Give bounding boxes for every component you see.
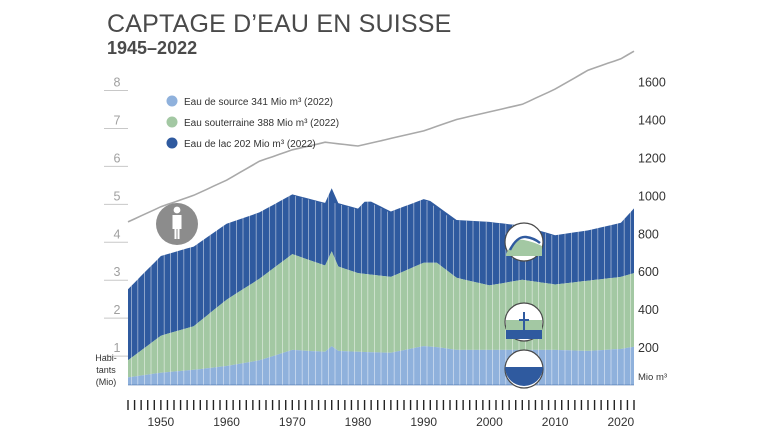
illustration-icons	[156, 203, 544, 389]
right-axis: 200 400 600 800 1000 1200 1400 1600 Mio m³	[638, 76, 667, 383]
population-series	[127, 50, 635, 223]
x-tick-label: 2000	[476, 415, 503, 429]
x-tick-label: 1980	[345, 415, 372, 429]
groundwater-icon-aquifer	[506, 330, 542, 339]
lake-icon-water	[505, 367, 543, 386]
right-tick-label: 1000	[638, 189, 666, 203]
x-tick-label: 1970	[279, 415, 306, 429]
year-separators	[130, 188, 632, 385]
right-tick-label: 600	[638, 265, 659, 279]
left-tick-label: 3	[114, 265, 121, 279]
x-axis: 1950 1960 1970 1980 1990 2000 2010 2020	[127, 384, 635, 429]
population-line	[127, 50, 635, 223]
right-tick-label: 1200	[638, 151, 666, 165]
legend-label: Eau de source 341 Mio m³ (2022)	[184, 97, 333, 108]
legend: Eau de source 341 Mio m³ (2022) Eau soute…	[166, 95, 339, 150]
right-tick-label: 400	[638, 303, 659, 317]
legend-label: Eau de lac 202 Mio m³ (2022)	[184, 139, 316, 150]
right-axis-unit: Mio m³	[638, 372, 667, 383]
spring-icon-water	[508, 235, 541, 251]
left-axis: 1 2 3 4 5 6 7 8 Habi-tants (Mio)	[95, 76, 128, 387]
legend-swatch	[166, 95, 178, 107]
left-tick-label: 8	[114, 76, 121, 90]
left-tick-label: 6	[114, 151, 121, 165]
chart-title: CAPTAGE D’EAU EN SUISSE	[107, 10, 452, 38]
left-tick-label: 2	[114, 303, 121, 317]
legend-label: Eau souterraine 388 Mio m³ (2022)	[184, 118, 339, 129]
left-tick-label: 1	[114, 341, 121, 355]
left-axis-label: Habi-	[95, 353, 117, 363]
left-tick-label: 7	[114, 113, 121, 127]
left-axis-label: (Mio)	[96, 377, 117, 387]
x-tick-label: 1990	[410, 415, 437, 429]
x-tick-label: 1960	[213, 415, 240, 429]
x-tick-label: 1950	[148, 415, 175, 429]
person-icon-body	[172, 215, 182, 239]
right-tick-label: 1400	[638, 113, 666, 127]
chart-subtitle: 1945–2022	[107, 38, 198, 58]
left-axis-label: tants	[96, 365, 116, 375]
right-tick-label: 800	[638, 227, 659, 241]
right-tick-label: 200	[638, 341, 659, 355]
x-tick-label: 2020	[608, 415, 635, 429]
legend-swatch	[166, 116, 178, 128]
right-tick-label: 1600	[638, 76, 666, 90]
person-icon-head	[173, 206, 181, 214]
x-tick-label: 2010	[542, 415, 569, 429]
left-tick-label: 4	[114, 227, 121, 241]
legend-swatch	[166, 137, 178, 149]
left-tick-label: 5	[114, 189, 121, 203]
